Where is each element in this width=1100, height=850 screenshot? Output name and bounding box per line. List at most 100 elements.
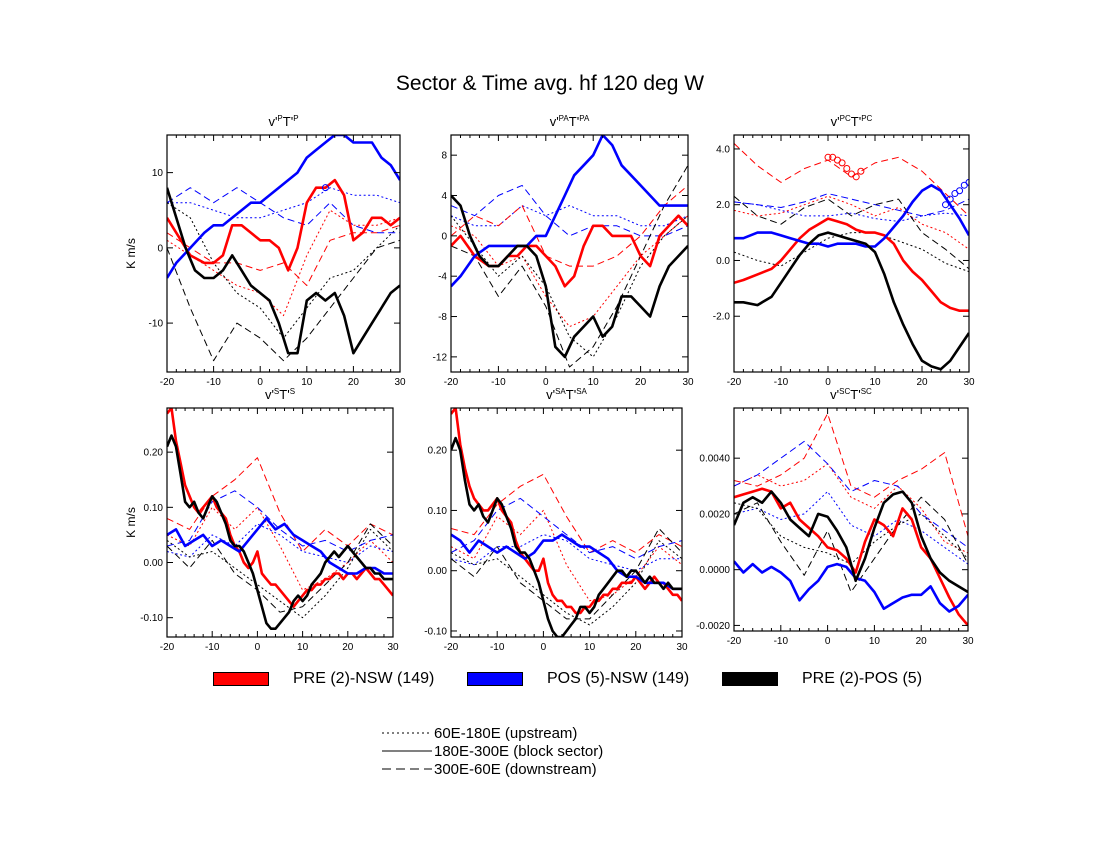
panel-4: -20 -10 0 10 20 30 0.20 0.10 0.00 -0.10 K m/s v'ST'…	[124, 387, 399, 653]
series-group	[451, 135, 688, 368]
x-tick-label: 10	[869, 636, 881, 647]
y-tick-label: 4	[441, 191, 447, 202]
panel-title: v'PT'P	[268, 114, 298, 129]
series-line-solid	[167, 517, 393, 575]
x-tick-label: 10	[584, 642, 596, 653]
plot-frame	[450, 134, 689, 373]
x-tick-label: 30	[963, 377, 975, 388]
y-tick-label: 4.0	[716, 144, 730, 155]
series-line-dashed	[451, 473, 682, 554]
series-group	[451, 408, 682, 637]
series-line-solid	[451, 194, 688, 359]
y-tick-label: 0.00	[144, 558, 164, 569]
y-tick-label: 10	[152, 168, 164, 179]
series-line-solid	[167, 178, 400, 272]
x-tick-label: 10	[301, 377, 313, 388]
y-tick-label: 0.0020	[699, 509, 730, 520]
series-line-dashed	[734, 195, 969, 270]
series-line-dashed	[451, 184, 688, 237]
legend-swatch-black	[722, 672, 778, 686]
y-tick-label: 0.0	[716, 256, 730, 267]
y-tick-label: -2.0	[713, 312, 731, 323]
series-line-dashed	[734, 193, 969, 217]
legend-item-pre-pos: PRE (2)-POS (5)	[722, 669, 922, 689]
y-tick-label: -10	[149, 319, 164, 330]
series-group	[734, 143, 969, 371]
legend-label: 300E-60E (downstream)	[434, 760, 597, 778]
panel-5: -20 -10 0 10 20 30 0.20 0.10 0.00 -0.10 v'SAT'SA	[424, 387, 688, 653]
legend-swatch-red	[213, 672, 269, 686]
panel-6: -20 -10 0 10 20 30 0.0040 0.0020 0.0000 -0.0020 v'…	[696, 387, 974, 647]
x-tick-label: 20	[635, 377, 647, 388]
x-tick-label: 30	[387, 642, 399, 653]
x-tick-label: -10	[206, 377, 221, 388]
x-tick-label: 0	[543, 377, 549, 388]
series-group	[734, 413, 968, 627]
x-tick-label: -20	[444, 377, 459, 388]
x-tick-label: -10	[774, 636, 789, 647]
panel-title: v'PAT'PA	[550, 114, 590, 129]
series-line-dotted	[451, 534, 682, 572]
x-tick-label: 20	[916, 636, 928, 647]
significance-marker	[857, 167, 865, 175]
y-tick-label: 0	[441, 231, 447, 242]
series-line-solid	[167, 408, 393, 609]
x-tick-label: 0	[541, 642, 547, 653]
x-tick-label: -10	[774, 377, 789, 388]
y-tick-label: 0.10	[144, 503, 164, 514]
series-line-dotted	[451, 205, 688, 227]
series-line-dashed	[734, 496, 968, 593]
x-tick-label: 0	[257, 377, 263, 388]
series-line-dashed	[167, 457, 393, 552]
x-tick-label: -20	[160, 642, 175, 653]
legend-label: 180E-300E (block sector)	[434, 742, 604, 760]
x-tick-label: 30	[682, 377, 694, 388]
significance-marker	[824, 153, 832, 161]
y-tick-label: -8	[438, 312, 447, 323]
y-tick-label: 8	[441, 151, 447, 162]
series-line-dotted	[734, 201, 969, 222]
x-tick-label: 0	[825, 377, 831, 388]
series-line-solid	[451, 436, 682, 637]
y-tick-label: 0.20	[144, 448, 164, 459]
series-line-dashed	[167, 490, 393, 552]
x-tick-label: 30	[394, 377, 406, 388]
series-line-solid	[734, 231, 969, 371]
significance-marker	[946, 195, 954, 203]
panel-1: -20 -10 0 10 20 30 10 0 -10 K m/s v'PT'P	[124, 114, 406, 388]
series-line-dotted	[167, 528, 393, 619]
series-line-dotted	[734, 195, 969, 250]
x-tick-label: -20	[727, 636, 742, 647]
panel-2: -20 -10 0 10 20 30 8 4 0 -4 -8 -12 v'PAT'PA	[433, 114, 694, 388]
legend-label: POS (5)-NSW (149)	[547, 670, 690, 687]
significance-marker	[321, 184, 329, 192]
legend-item-pos-nsw: POS (5)-NSW (149)	[467, 669, 689, 689]
legend-item-downstream: 300E-60E (downstream)	[382, 760, 597, 778]
x-tick-label: 20	[630, 642, 642, 653]
legend-label: 60E-180E (upstream)	[434, 724, 578, 742]
x-tick-label: 10	[297, 642, 309, 653]
series-line-dotted	[734, 463, 968, 554]
series-line-dotted	[167, 202, 400, 339]
y-tick-label: -4	[438, 272, 447, 283]
solid-line-sample	[382, 750, 432, 752]
x-tick-label: 10	[588, 377, 600, 388]
x-tick-label: -20	[160, 377, 175, 388]
series-line-solid	[734, 560, 968, 613]
series-line-dashed	[734, 440, 968, 548]
series-line-dotted	[451, 215, 688, 328]
y-tick-label: 0.0040	[699, 454, 730, 465]
significance-marker	[965, 178, 969, 186]
x-tick-label: 10	[869, 377, 881, 388]
x-tick-label: 30	[962, 636, 974, 647]
series-line-dashed	[451, 185, 688, 267]
y-tick-label: -0.0020	[696, 621, 730, 632]
x-tick-label: 20	[348, 377, 360, 388]
x-tick-label: 0	[825, 636, 831, 647]
series-line-dotted	[734, 232, 969, 273]
y-axis-label: K m/s	[124, 238, 138, 269]
legend-label: PRE (2)-POS (5)	[802, 670, 923, 687]
